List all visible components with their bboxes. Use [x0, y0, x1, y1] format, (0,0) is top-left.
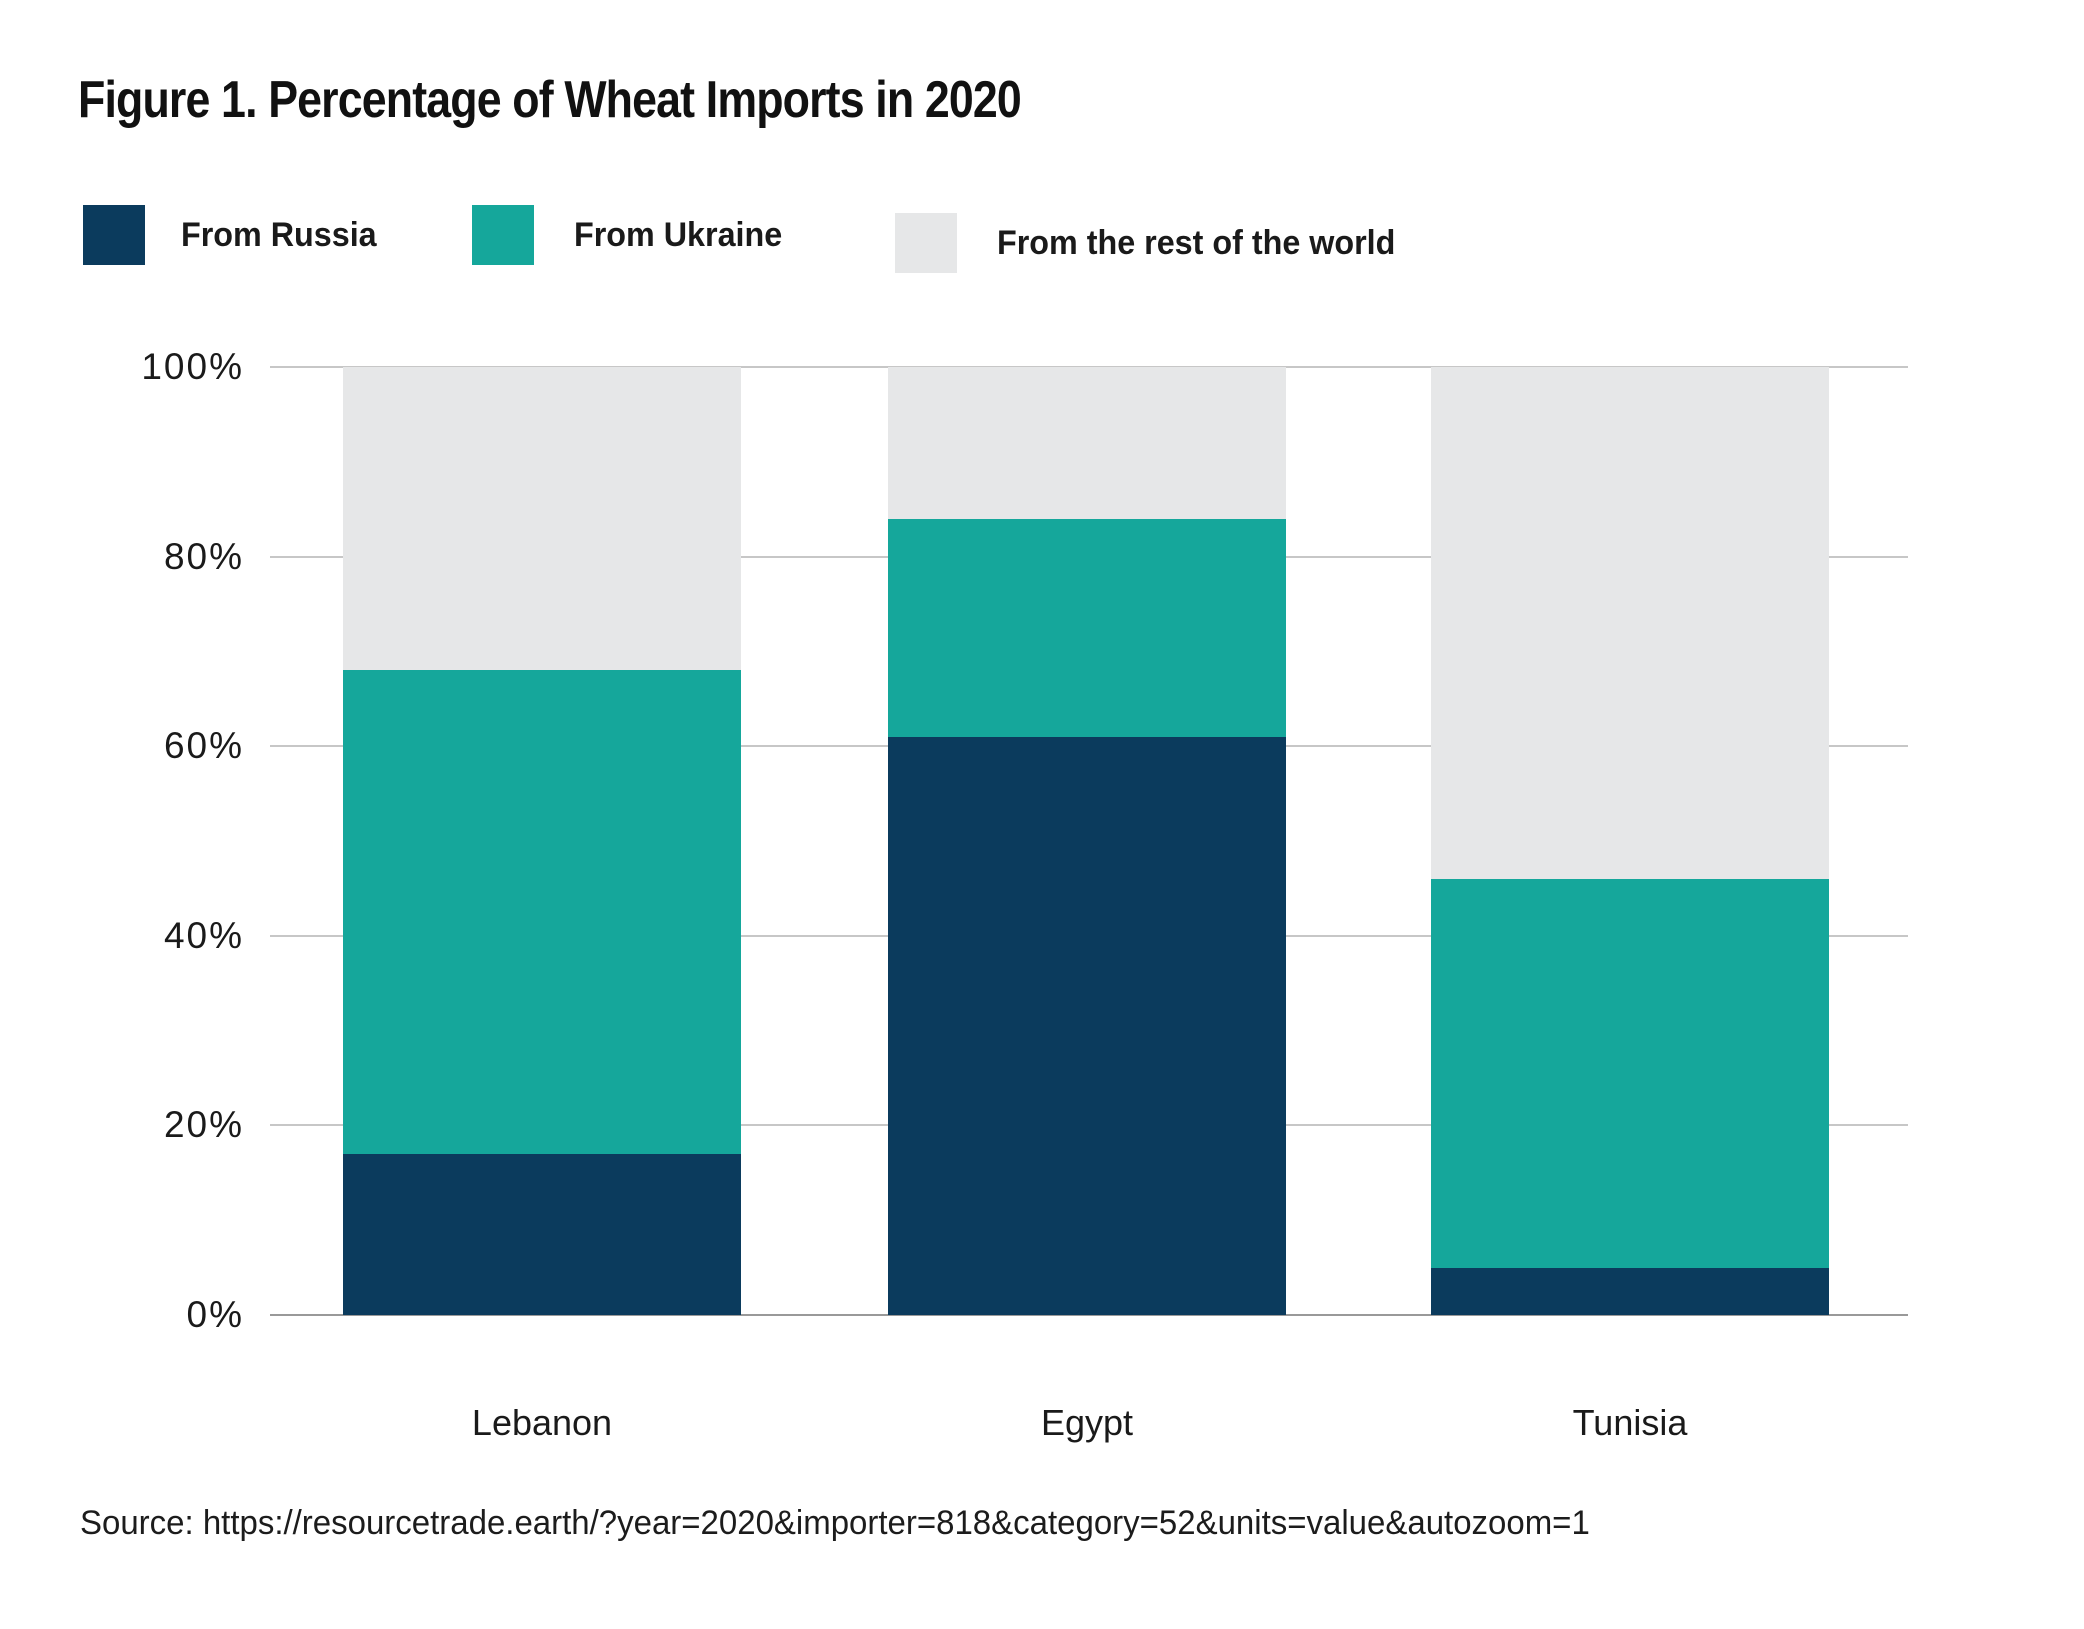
segment-tunisia-from-russia: [1431, 1267, 1829, 1315]
segment-lebanon-from-ukraine: [343, 670, 741, 1154]
segment-lebanon-from-the-rest-of-the-world: [343, 367, 741, 671]
x-category-label: Egypt: [1040, 1402, 1134, 1443]
y-tick-label: 20%: [163, 1104, 244, 1146]
y-tick-label: 80%: [163, 535, 244, 577]
segment-egypt-from-russia: [888, 736, 1286, 1315]
x-category-label: Lebanon: [471, 1402, 613, 1443]
y-tick-label: 0%: [186, 1294, 244, 1335]
segment-lebanon-from-russia: [343, 1153, 741, 1315]
x-category-label: Tunisia: [1572, 1402, 1688, 1443]
legend-item-ukraine: From Ukraine: [472, 204, 793, 266]
legend-swatch-rest-of-world: [895, 213, 957, 273]
bar-tunisia: [1431, 367, 1829, 1315]
legend-item-russia: From Russia: [83, 204, 387, 266]
source-caption: Source: https://resourcetrade.earth/?yea…: [80, 1504, 1590, 1542]
x-axis-line: [270, 1314, 1908, 1316]
legend-swatch-russia: [83, 205, 145, 265]
segment-tunisia-from-the-rest-of-the-world: [1431, 367, 1829, 879]
legend-swatch-ukraine: [472, 205, 534, 265]
legend-label-ukraine: From Ukraine: [574, 215, 783, 254]
y-tick-label: 60%: [163, 725, 244, 767]
bar-lebanon: [343, 367, 741, 1315]
gridline: [270, 366, 1908, 368]
legend-item-rest-of-world: From the rest of the world: [895, 212, 1416, 274]
segment-egypt-from-the-rest-of-the-world: [888, 367, 1286, 519]
segment-egypt-from-ukraine: [888, 518, 1286, 737]
legend-label-russia: From Russia: [181, 215, 377, 254]
figure-title: Figure 1. Percentage of Wheat Imports in…: [78, 71, 1022, 129]
y-tick-label: 40%: [163, 914, 244, 956]
bar-egypt: [888, 367, 1286, 1315]
segment-tunisia-from-ukraine: [1431, 878, 1829, 1268]
y-tick-label: 100%: [141, 346, 244, 387]
legend-label-rest-of-world: From the rest of the world: [997, 223, 1396, 262]
